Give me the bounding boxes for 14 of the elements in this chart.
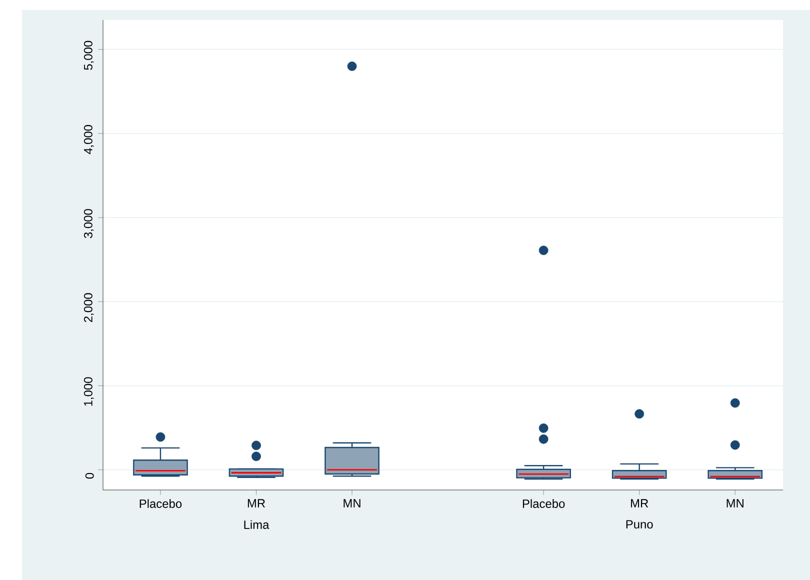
x-tick-label: Placebo — [522, 499, 565, 508]
text: Lima — [244, 520, 270, 529]
y-tick-label: 3,000 — [84, 209, 94, 238]
x-tick-label: MN — [344, 499, 360, 508]
y-tick-label: 2,000 — [84, 293, 94, 322]
y-tick-label: 5,000 — [84, 40, 94, 70]
y-tick-label: 1,000 — [84, 377, 94, 406]
x-tick-label: Placebo — [140, 499, 182, 508]
x-tick-label: MR — [248, 499, 265, 508]
x-tick-label: MN — [726, 499, 744, 508]
y-tick-label: 0 — [85, 472, 94, 479]
y-tick-label: 4,000 — [84, 124, 94, 154]
x-tick-label: MR — [631, 499, 648, 508]
text: Puno — [626, 520, 653, 529]
